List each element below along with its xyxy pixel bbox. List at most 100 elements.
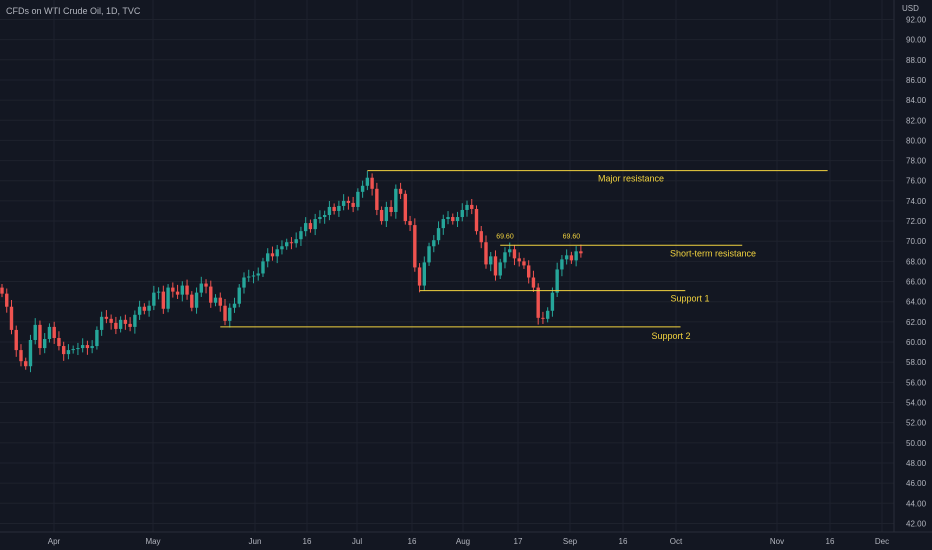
candle-body xyxy=(57,337,61,347)
candle-body xyxy=(541,317,545,319)
candle-body xyxy=(85,345,90,349)
candle-body xyxy=(137,306,142,315)
price-tick-label: 88.00 xyxy=(906,56,927,65)
price-tick-label: 42.00 xyxy=(906,519,927,528)
candle-body xyxy=(574,251,578,261)
peak-price-label: 69.60 xyxy=(496,233,514,240)
candle-body xyxy=(147,305,151,311)
candle-body xyxy=(351,202,355,207)
candle-body xyxy=(9,306,14,330)
candle-body xyxy=(171,287,175,292)
candle-body xyxy=(180,285,185,295)
candle-body xyxy=(5,293,9,307)
candle-body xyxy=(261,261,265,274)
candle-body xyxy=(266,253,270,262)
candle-body xyxy=(204,283,208,287)
price-tick-label: 46.00 xyxy=(906,479,927,488)
candle-body xyxy=(432,240,436,247)
candle-body xyxy=(441,219,445,229)
candle-body xyxy=(479,231,483,243)
time-axis[interactable]: Apr May Jun 16 Jul 16 Aug 17 Sep 16 Oct Nov 16 Dec xyxy=(0,531,932,546)
candle-body xyxy=(455,217,460,222)
candle-body xyxy=(156,291,161,293)
candle-body xyxy=(14,329,18,351)
candle-body xyxy=(446,217,450,220)
time-tick-label: 16 xyxy=(303,537,312,546)
candle-body xyxy=(118,319,123,329)
candle-body xyxy=(318,217,322,220)
candle-body xyxy=(289,242,294,244)
time-tick-label: May xyxy=(145,537,160,546)
candles xyxy=(0,170,583,373)
candle-body xyxy=(360,185,365,192)
candle-body xyxy=(327,206,332,216)
time-tick-label: Oct xyxy=(670,537,683,546)
candle-body xyxy=(223,305,227,321)
candle-body xyxy=(161,291,166,309)
candle-body xyxy=(341,200,346,206)
price-tick-label: 66.00 xyxy=(906,278,927,287)
candle-body xyxy=(337,205,341,211)
candle-body xyxy=(569,255,574,261)
candle-body xyxy=(508,249,512,253)
price-axis[interactable]: 42.00 44.00 46.00 48.00 50.00 52.00 54.00 56.00… xyxy=(893,0,927,532)
candle-body xyxy=(422,262,427,286)
candle-body xyxy=(394,188,398,212)
time-tick-label: 16 xyxy=(408,537,417,546)
candle-body xyxy=(408,221,412,226)
price-tick-label: 78.00 xyxy=(906,157,927,166)
price-tick-label: 80.00 xyxy=(906,136,927,145)
candle-body xyxy=(28,340,33,367)
candle-body xyxy=(242,277,246,288)
time-tick-label: Dec xyxy=(875,537,889,546)
candle-body xyxy=(166,287,170,309)
candle-body xyxy=(133,314,137,327)
candle-body xyxy=(322,215,327,218)
price-tick-label: 50.00 xyxy=(906,439,927,448)
candle-body xyxy=(190,294,194,308)
candle-body xyxy=(427,246,431,263)
time-tick-label: Nov xyxy=(770,537,784,546)
grid xyxy=(0,0,894,532)
candle-body xyxy=(33,324,37,341)
candle-body xyxy=(47,326,52,339)
price-tick-label: 74.00 xyxy=(906,197,927,206)
candle-body xyxy=(389,206,393,212)
candle-body xyxy=(128,323,132,327)
price-tick-label: 72.00 xyxy=(906,217,927,226)
candle-body xyxy=(71,349,75,351)
candle-body xyxy=(95,329,99,347)
candle-body xyxy=(175,291,180,295)
price-tick-label: 86.00 xyxy=(906,76,927,85)
price-tick-label: 60.00 xyxy=(906,338,927,347)
candle-body xyxy=(436,228,441,241)
candle-body xyxy=(43,338,47,349)
time-tick-label: Jul xyxy=(352,537,362,546)
chart-title: CFDs on WTI Crude Oil, 1D, TVC xyxy=(6,6,141,16)
candle-body xyxy=(90,346,94,349)
candle-body xyxy=(555,269,559,293)
candle-body xyxy=(417,267,422,286)
candle-body xyxy=(313,219,317,230)
candle-body xyxy=(194,292,199,308)
candle-body xyxy=(247,276,251,278)
candle-body xyxy=(123,319,128,324)
price-tick-label: 52.00 xyxy=(906,419,927,428)
price-tick-label: 92.00 xyxy=(906,15,927,24)
candle-body xyxy=(526,265,531,278)
candle-body xyxy=(80,345,85,349)
currency-unit: USD xyxy=(902,4,919,13)
candle-body xyxy=(152,292,156,306)
candle-body xyxy=(256,273,260,276)
time-tick-label: Sep xyxy=(563,537,578,546)
candle-body xyxy=(346,200,351,203)
candle-body xyxy=(531,277,536,288)
price-tick-label: 84.00 xyxy=(906,96,927,105)
candle-body xyxy=(379,209,384,222)
candle-body xyxy=(142,306,147,311)
candle-body xyxy=(522,261,526,266)
price-tick-label: 56.00 xyxy=(906,378,927,387)
time-tick-label: 16 xyxy=(826,537,835,546)
candle-body xyxy=(332,206,336,211)
